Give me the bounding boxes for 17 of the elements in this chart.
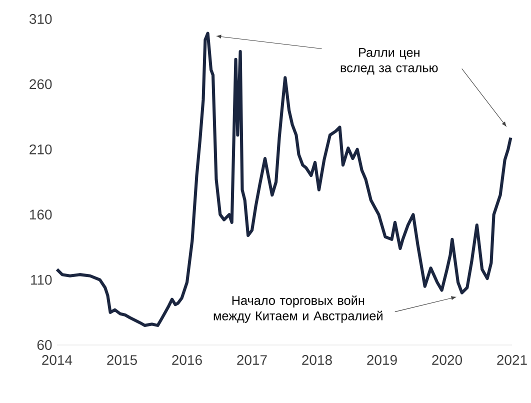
y-tick-label: 60: [37, 340, 52, 350]
x-tick-label: 2021: [497, 355, 527, 365]
x-tick-label: 2014: [42, 355, 72, 365]
x-tick-label: 2016: [172, 355, 202, 365]
x-tick-label: 2020: [432, 355, 462, 365]
y-tick-label: 110: [31, 274, 52, 285]
annotation: Начало торговых войн между Китаем и Австралией: [214, 295, 382, 323]
y-tick-label: 260: [30, 79, 52, 90]
y-tick-label: 210: [30, 144, 52, 154]
line-series: [55, 32, 512, 327]
x-tick-label: 2019: [367, 355, 397, 365]
x-tick-label: 2015: [107, 355, 137, 365]
annotation: Ралли цен вслед за сталью: [340, 48, 438, 75]
x-tick-label: 2018: [302, 355, 332, 365]
x-tick-label: 2017: [237, 355, 267, 365]
y-tick-label: 160: [30, 210, 52, 220]
y-tick-label: 310: [29, 14, 52, 24]
